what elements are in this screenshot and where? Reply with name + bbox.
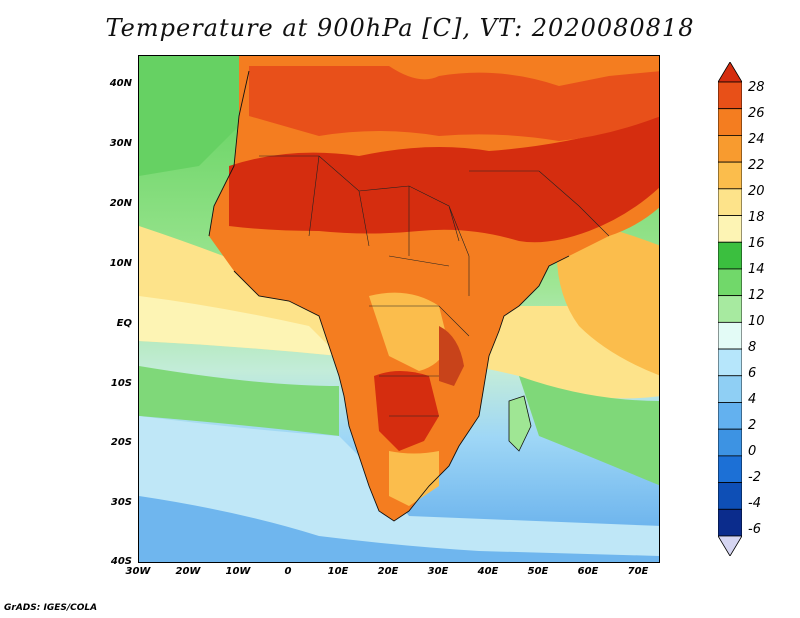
colorbar [718, 62, 742, 556]
colorbar-label: 2 [748, 418, 757, 433]
lon-tick-label: 30E [427, 566, 449, 577]
field-tropical-light [139, 296, 339, 356]
lat-tick-label: 40N [109, 78, 132, 89]
colorbar-label: 12 [748, 288, 765, 303]
map-svg [139, 56, 659, 562]
field-central-africa [369, 292, 449, 371]
colorbar-label: -4 [748, 496, 761, 511]
colorbar-label: -6 [748, 522, 761, 537]
colorbar-label: 8 [748, 340, 757, 355]
colorbar-label: 14 [748, 262, 765, 277]
colorbar-label: 24 [748, 132, 765, 147]
lat-tick-label: 10S [110, 378, 132, 389]
lat-tick-label: 20N [109, 198, 132, 209]
colorbar-swatch [718, 108, 742, 136]
lon-tick-label: 10E [327, 566, 349, 577]
field-sahara-core [229, 116, 659, 243]
colorbar-label: 0 [748, 444, 757, 459]
lat-tick-label: 30N [109, 138, 132, 149]
colorbar-swatch [718, 295, 742, 323]
madagascar [508, 395, 532, 452]
field-great-lakes [439, 326, 464, 386]
colorbar-label: 28 [748, 80, 765, 95]
lon-tick-label: 70E [627, 566, 649, 577]
field-southern-green [139, 366, 339, 436]
colorbar-label: 20 [748, 184, 765, 199]
lon-tick-label: 0 [284, 566, 292, 577]
field-southern-cold [139, 496, 659, 562]
colorbar-swatch [718, 455, 742, 483]
colorbar-swatch [718, 348, 742, 377]
lat-tick-label: EQ [116, 318, 132, 329]
lat-tick-label: 10N [109, 258, 132, 269]
temperature-map [138, 55, 660, 563]
colorbar-swatch [718, 161, 742, 190]
colorbar-swatch [718, 482, 742, 510]
colorbar-swatch [718, 215, 742, 243]
colorbar-label: 10 [748, 314, 765, 329]
field-north-atlantic [139, 56, 259, 176]
field-indian-green [519, 376, 659, 486]
lat-tick-label: 40S [110, 556, 132, 567]
colorbar-label: 4 [748, 392, 757, 407]
lon-tick-label: 20W [175, 566, 201, 577]
colorbar-swatch [718, 241, 742, 270]
lon-tick-label: 50E [527, 566, 549, 577]
colorbar-swatch [718, 188, 742, 216]
lat-tick-label: 20S [110, 437, 132, 448]
colorbar-label: 18 [748, 210, 765, 225]
colorbar-swatch [718, 508, 742, 537]
lat-tick-label: 30S [110, 497, 132, 508]
colorbar-swatch [718, 135, 742, 163]
lon-tick-label: 20E [377, 566, 399, 577]
lon-tick-label: 30W [125, 566, 151, 577]
grads-credit: GrADS: IGES/COLA [4, 603, 98, 613]
colorbar-swatch [718, 268, 742, 297]
colorbar-swatch [718, 321, 742, 350]
colorbar-top-arrow [718, 62, 742, 83]
field-mediterranean [249, 66, 659, 141]
coastline [208, 70, 570, 522]
field-arabian-sea [556, 216, 659, 376]
colorbar-label: 16 [748, 236, 765, 251]
field-south-africa-mild [389, 451, 439, 506]
colorbar-label: 22 [748, 158, 765, 173]
lon-tick-label: 40E [477, 566, 499, 577]
map-title: Temperature at 900hPa [C], VT: 202008081… [105, 14, 695, 42]
colorbar-label: 6 [748, 366, 757, 381]
colorbar-swatch [718, 428, 742, 457]
colorbar-bottom-arrow [718, 535, 742, 556]
colorbar-swatch [718, 402, 742, 430]
country-borders [259, 155, 610, 417]
lon-tick-label: 60E [577, 566, 599, 577]
colorbar-swatch [718, 81, 742, 110]
colorbar-label: -2 [748, 470, 761, 485]
field-southern-africa-hot [374, 371, 439, 451]
lon-tick-label: 10W [225, 566, 251, 577]
colorbar-swatch [718, 375, 742, 403]
colorbar-label: 26 [748, 106, 765, 121]
